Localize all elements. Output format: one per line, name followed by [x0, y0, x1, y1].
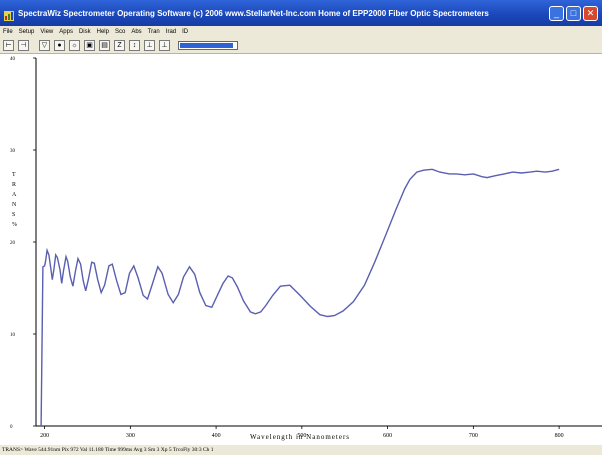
toolbar: ⊢ ⊣ ▽ ● ☼ ▣ ▤ Z ↕ ⊥ ⊥	[0, 38, 602, 54]
menu-bar: File Setup View Apps Disk Help Sco Abs Tran Irad I…	[0, 26, 602, 38]
menu-tran[interactable]: Tran	[147, 29, 160, 35]
x-tick-label: 300	[126, 433, 135, 439]
menu-file[interactable]: File	[3, 29, 13, 35]
maximize-button[interactable]: □	[566, 5, 581, 21]
marker-left-icon[interactable]: ⊢	[3, 40, 14, 51]
zoom-icon[interactable]: Z	[114, 40, 125, 51]
x-tick-label: 200	[40, 433, 49, 439]
minimize-button[interactable]: _	[549, 5, 564, 21]
menu-id[interactable]: ID	[182, 29, 189, 35]
menu-disk[interactable]: Disk	[78, 29, 91, 35]
app-icon	[4, 8, 14, 21]
menu-sco[interactable]: Sco	[114, 29, 126, 35]
menu-abs[interactable]: Abs	[131, 29, 142, 35]
title-bar: SpectraWiz Spectrometer Operating Softwa…	[0, 0, 602, 26]
x-tick-label: 700	[469, 433, 478, 439]
acquisition-progress-bar	[178, 41, 238, 50]
status-bar: TRANS> Wave 544.91nm Pix 972 Val 11.180 …	[0, 445, 602, 455]
y-tick-label: 30	[10, 149, 16, 154]
y-tick-label: 20	[10, 241, 16, 246]
menu-irad[interactable]: Irad	[165, 29, 177, 35]
window-title: SpectraWiz Spectrometer Operating Softwa…	[18, 8, 489, 18]
menu-help[interactable]: Help	[96, 29, 109, 35]
filter-icon[interactable]: ▽	[39, 40, 50, 51]
x-tick-label: 800	[555, 433, 564, 439]
menu-apps[interactable]: Apps	[59, 29, 73, 35]
peak-icon[interactable]: ⊥	[144, 40, 155, 51]
close-button[interactable]: ✕	[583, 5, 598, 21]
x-tick-label: 600	[383, 433, 392, 439]
dark-bulb-icon[interactable]: ●	[54, 40, 65, 51]
light-bulb-icon[interactable]: ☼	[69, 40, 80, 51]
progress-fill	[180, 43, 234, 48]
y-axis-label: T R A N S%	[12, 172, 17, 228]
transmission-trace	[40, 168, 560, 427]
marker-right-icon[interactable]: ⊣	[18, 40, 29, 51]
y-tick-label: 40	[10, 57, 16, 62]
scale-icon[interactable]: ↕	[129, 40, 140, 51]
y-tick-label: 10	[10, 333, 16, 338]
save-disk-icon[interactable]: ▣	[84, 40, 95, 51]
menu-view[interactable]: View	[40, 29, 54, 35]
spectrum-plot[interactable]: 200 300 400 500 600 700 800 0 10 20 30 40 Wavelengt…	[0, 54, 602, 445]
baseline-icon[interactable]: ⊥	[159, 40, 170, 51]
x-tick-label: 400	[212, 433, 221, 439]
menu-setup[interactable]: Setup	[18, 29, 35, 35]
print-icon[interactable]: ▤	[99, 40, 110, 51]
x-tick-label: 500	[297, 433, 306, 439]
y-tick-label: 0	[10, 425, 13, 430]
x-axis-label: Wavelength in Nanometers	[250, 433, 350, 441]
